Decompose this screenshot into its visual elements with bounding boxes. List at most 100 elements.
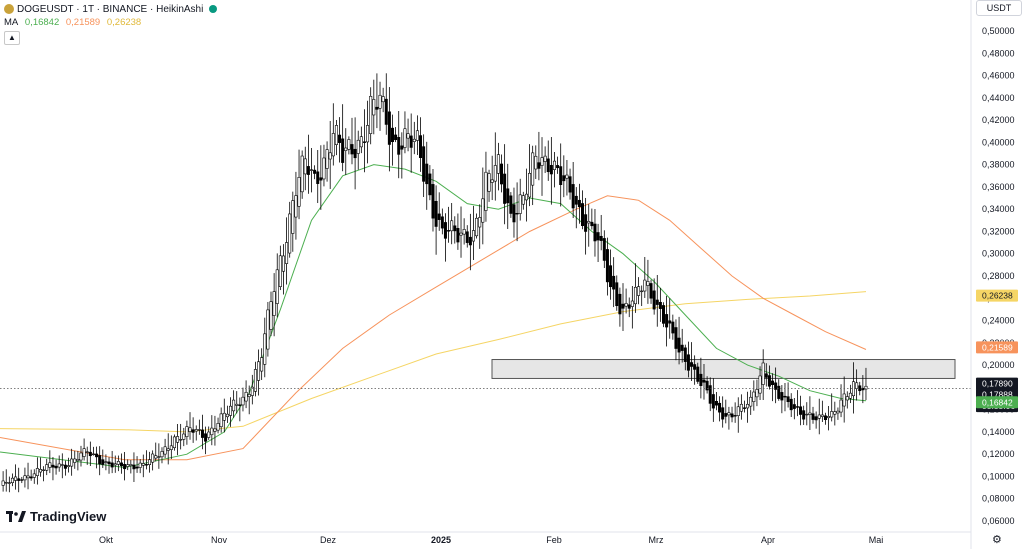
candle-body (157, 456, 161, 458)
candle-body (154, 455, 158, 459)
y-tick-label: 0,40000 (982, 137, 1015, 147)
candle-body (830, 411, 834, 418)
candle-body (431, 184, 435, 219)
candle-body (253, 369, 257, 392)
candle-body (113, 463, 117, 466)
candle-body (705, 380, 709, 391)
ma-legend[interactable]: MA 0,16842 0,21589 0,26238 (4, 17, 145, 28)
candle-body (241, 396, 245, 406)
symbol-header[interactable]: DOGEUSDT · 1T · BINANCE · HeikinAshi (4, 2, 218, 16)
candle-body (565, 174, 569, 179)
y-tick-label: 0,14000 (982, 427, 1015, 437)
candle-body (200, 429, 204, 438)
price-badge-current: 0,17890 (976, 377, 1018, 390)
support-zone[interactable] (491, 359, 956, 379)
candle-body (437, 213, 441, 220)
price-badge-text: 0,17890 (982, 379, 1013, 389)
candle-body (646, 281, 650, 286)
candle-body (640, 290, 644, 293)
candle-body (690, 362, 694, 367)
candle-body (194, 429, 198, 432)
candle-body (275, 269, 279, 304)
candle-body (742, 407, 746, 409)
candle-body (686, 354, 690, 371)
candle-body (285, 242, 289, 264)
ma-label: MA (4, 17, 19, 28)
candle-body (213, 428, 217, 432)
candle-body (493, 165, 497, 182)
y-tick-label: 0,20000 (982, 360, 1015, 370)
tradingview-logo[interactable]: TradingView (6, 509, 106, 524)
candle-body (70, 458, 74, 467)
candle-body (658, 301, 662, 309)
candle-body (531, 152, 535, 186)
candle-body (693, 364, 697, 370)
y-tick-label: 0,06000 (982, 516, 1015, 526)
candle-body (786, 396, 790, 403)
candle-body (1, 480, 5, 486)
candle-body (229, 405, 233, 416)
candle-body (780, 392, 784, 401)
candle-body (521, 195, 525, 205)
candle-body (359, 136, 363, 148)
candle-body (506, 188, 510, 204)
candle-body (724, 413, 728, 417)
candle-body (764, 373, 768, 378)
chevron-up-icon[interactable]: ▲ (4, 31, 20, 45)
ma-slow-value: 0,26238 (106, 17, 142, 28)
candle-body (350, 144, 354, 155)
candle-body (817, 414, 821, 419)
candle-body (459, 232, 463, 236)
candle-body (811, 413, 815, 420)
candle-body (328, 152, 332, 160)
y-tick-label: 0,28000 (982, 271, 1015, 281)
candle-body (29, 476, 33, 479)
candle-body (57, 463, 61, 468)
candle-body (771, 380, 775, 385)
candle-body (795, 406, 799, 408)
candle-body (166, 448, 170, 451)
candle-body (10, 477, 14, 484)
candle-body (503, 173, 507, 204)
candle-body (325, 149, 329, 169)
y-tick-label: 0,32000 (982, 226, 1015, 236)
candle-body (534, 155, 538, 170)
candle-body (381, 96, 385, 103)
candle-body (338, 134, 342, 143)
candle-body (14, 476, 18, 481)
candle-body (496, 154, 500, 174)
candle-body (447, 230, 451, 232)
x-tick-label: Mai (869, 535, 884, 545)
candle-body (126, 464, 130, 467)
candle-body (574, 195, 578, 205)
candle-body (375, 106, 379, 110)
candle-body (123, 464, 127, 470)
candle-body (465, 231, 469, 243)
candle-body (95, 453, 99, 458)
candle-body (222, 412, 226, 421)
candle-body (823, 415, 827, 420)
candle-body (630, 300, 634, 307)
candle-body (390, 127, 394, 143)
price-badge-text: 0,21589 (982, 342, 1013, 352)
candle-body (727, 412, 731, 416)
candle-body (356, 139, 360, 154)
candle-body (481, 198, 485, 223)
candle-body (119, 462, 123, 467)
candle-body (257, 361, 261, 381)
candle-body (331, 133, 335, 157)
candle-body (808, 412, 812, 415)
currency-button[interactable]: USDT (976, 0, 1022, 16)
candle-body (17, 478, 21, 481)
candle-body (515, 213, 519, 215)
candle-body (661, 305, 665, 324)
settings-icon[interactable]: ⚙ (992, 534, 1002, 546)
candle-body (609, 265, 613, 288)
x-tick-label: Dez (320, 535, 337, 545)
candle-body (655, 299, 659, 305)
candle-body (309, 169, 313, 171)
candle-body (624, 303, 628, 307)
candle-body (353, 148, 357, 159)
market-status-icon (209, 5, 218, 13)
